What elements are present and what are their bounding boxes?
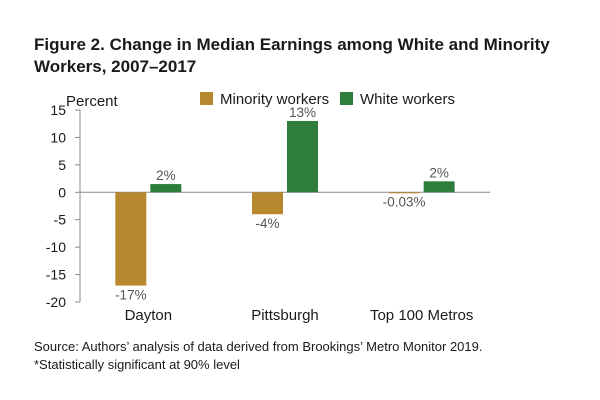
significance-note: *Statistically significant at 90% level xyxy=(34,357,240,372)
legend-label: White workers xyxy=(360,91,455,108)
data-label: 2% xyxy=(156,168,176,183)
category-label: Pittsburgh xyxy=(251,307,319,324)
bar-white-dayton xyxy=(150,184,182,193)
y-axis-label: Percent xyxy=(66,93,119,110)
category-label: Top 100 Metros xyxy=(370,307,473,324)
bar-minority-dayton xyxy=(115,192,147,286)
y-tick-label: 15 xyxy=(50,102,66,118)
legend-swatch xyxy=(200,92,213,105)
category-label: Dayton xyxy=(125,307,173,324)
data-label: -4% xyxy=(255,216,279,231)
y-tick-label: -10 xyxy=(46,239,66,255)
legend: Minority workers White workers xyxy=(200,91,455,108)
y-tick-label: 10 xyxy=(50,129,66,145)
legend-label: Minority workers xyxy=(220,91,329,108)
y-tick-label: 5 xyxy=(58,157,66,173)
data-label: 13% xyxy=(289,105,316,120)
data-labels: -17%-4%-0.03%2%13%2% xyxy=(115,105,449,303)
data-label: 2% xyxy=(429,165,449,180)
source-note: Source: Authors’ analysis of data derive… xyxy=(34,338,594,374)
bar-white-top-100-metros xyxy=(423,181,455,193)
y-tick-label: -5 xyxy=(54,212,67,228)
y-tick-label: -20 xyxy=(46,294,66,310)
y-tick-label: -15 xyxy=(46,267,66,283)
data-label: -17% xyxy=(115,288,147,303)
data-label: -0.03% xyxy=(383,194,426,209)
bars xyxy=(115,120,455,286)
source-line: Source: Authors’ analysis of data derive… xyxy=(34,339,483,354)
bar-minority-top-100-metros xyxy=(388,192,420,194)
legend-swatch xyxy=(340,92,353,105)
bar-white-pittsburgh xyxy=(287,120,318,193)
y-tick-label: 0 xyxy=(58,184,66,200)
chart-title: Figure 2. Change in Median Earnings amon… xyxy=(34,35,550,76)
bar-minority-pittsburgh xyxy=(252,192,283,215)
